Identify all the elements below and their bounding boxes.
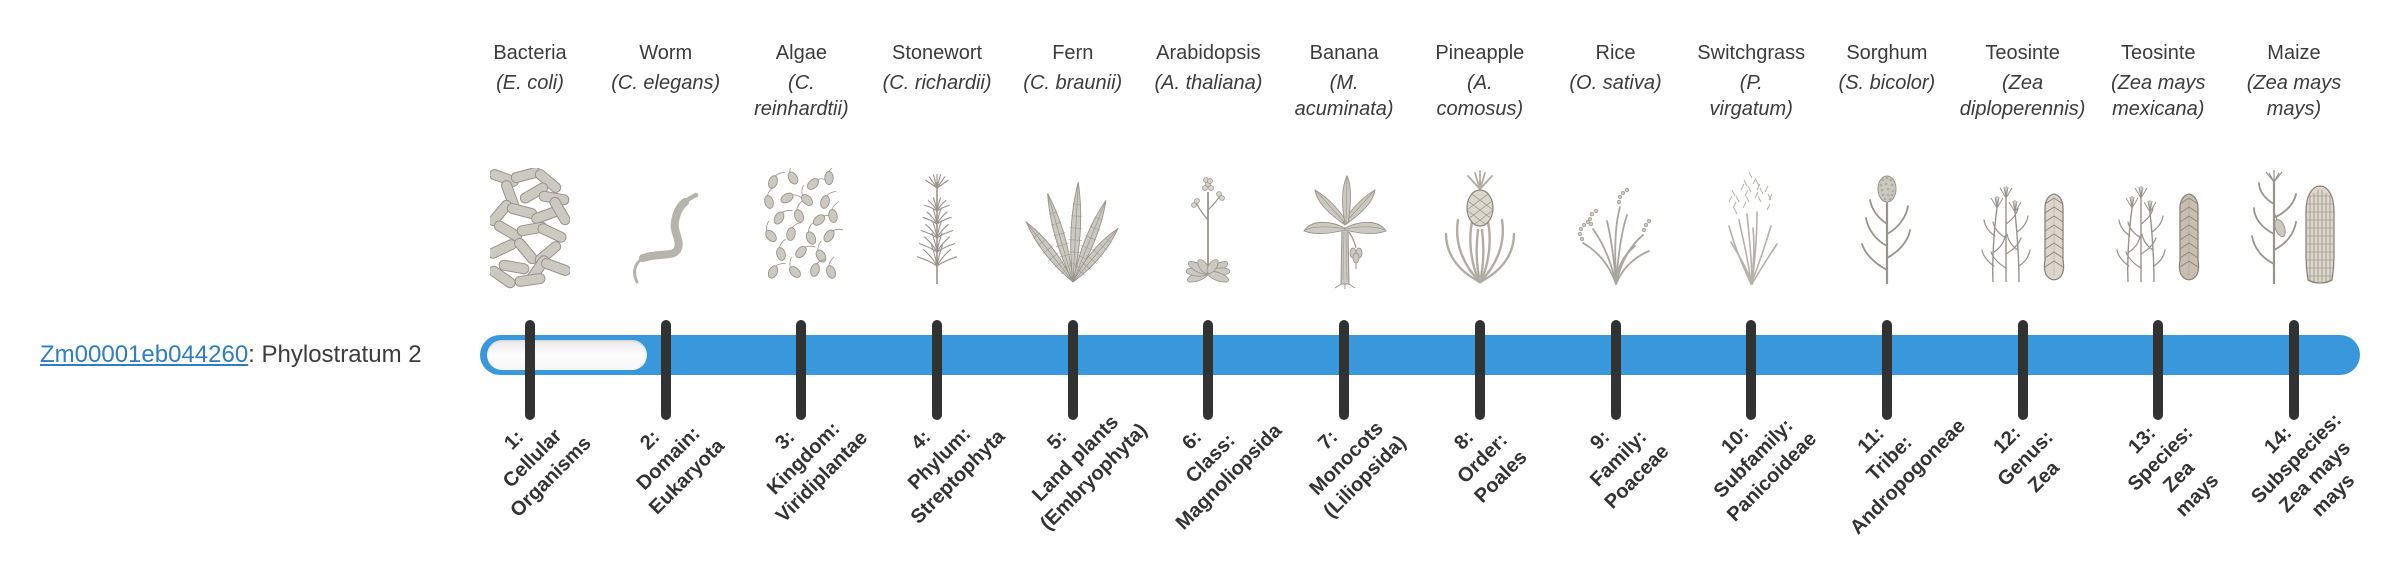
bar-start-segment [487, 340, 647, 370]
tick-mark [1339, 320, 1350, 420]
organism-name: Bacteria [493, 42, 567, 64]
tick-mark [2153, 320, 2164, 420]
switchgrass-icon [1696, 160, 1806, 290]
tick-mark [1610, 320, 1621, 420]
banana-icon [1289, 160, 1399, 290]
organism-name: Maize [2267, 42, 2321, 64]
organism-label: Teosinte (Zea mays mexicana) [2083, 38, 2233, 122]
organism-label: Rice (O. sativa) [1541, 38, 1691, 96]
gene-label: Zm00001eb044260: Phylostratum 2 [40, 340, 422, 370]
organism-species: (E. coli) [496, 72, 564, 94]
organism-name: Sorghum [1846, 42, 1928, 64]
tick-mark [660, 320, 671, 420]
organism-label: Algae (C. reinhardtii) [726, 38, 876, 122]
organism-name: Arabidopsis [1156, 42, 1261, 64]
teosinte-mexicana-icon [2103, 160, 2213, 290]
organism-species: (A. comosus) [1436, 72, 1524, 120]
organism-label: Switchgrass (P. virgatum) [1676, 38, 1826, 122]
organism-name: Algae [775, 42, 827, 64]
organism-label: Bacteria (E. coli) [455, 38, 605, 96]
tick-mark [1474, 320, 1485, 420]
organism-label: Fern (C. braunii) [998, 38, 1148, 96]
organism-species: (O. sativa) [1569, 72, 1662, 94]
organism-label: Teosinte (Zea diploperennis) [1948, 38, 2098, 122]
sorghum-icon [1832, 160, 1942, 290]
organism-label: Stonewort (C. richardii) [862, 38, 1012, 96]
organism-species: (P. virgatum) [1709, 72, 1793, 120]
maize-icon [2239, 160, 2349, 290]
organism-label: Sorghum (S. bicolor) [1812, 38, 1962, 96]
organism-label: Maize (Zea mays mays) [2219, 38, 2369, 122]
tick-mark [1067, 320, 1078, 420]
organism-species: (A. thaliana) [1154, 72, 1263, 94]
organism-label: Arabidopsis (A. thaliana) [1133, 38, 1283, 96]
pineapple-icon [1425, 160, 1535, 290]
organism-name: Fern [1052, 42, 1094, 64]
worm-icon [611, 160, 721, 290]
tick-mark [1203, 320, 1214, 420]
stonewort-icon [882, 160, 992, 290]
organism-name: Stonewort [892, 42, 983, 64]
arabidopsis-icon [1153, 160, 1263, 290]
organism-species: (Zea mays mays) [2246, 72, 2342, 120]
organism-name: Banana [1309, 42, 1379, 64]
organism-label: Banana (M. acuminata) [1269, 38, 1419, 122]
tick-mark [2017, 320, 2028, 420]
gene-phylostratum-text: : Phylostratum 2 [248, 341, 422, 368]
organism-species: (M. acuminata) [1294, 72, 1394, 120]
organism-species: (S. bicolor) [1838, 72, 1936, 94]
organism-name: Switchgrass [1697, 42, 1806, 64]
organism-name: Pineapple [1435, 42, 1525, 64]
tick-mark [525, 320, 535, 420]
gene-id-link[interactable]: Zm00001eb044260 [40, 341, 249, 368]
tick-mark [932, 320, 943, 420]
organism-name: Worm [639, 42, 693, 64]
phylostratum-bar [480, 335, 2360, 375]
organism-name: Teosinte [2121, 42, 2196, 64]
rice-icon [1561, 160, 1671, 290]
organism-species: (C. braunii) [1023, 72, 1123, 94]
tick-mark [796, 320, 807, 420]
teosinte-diploperennis-icon [1968, 160, 2078, 290]
organism-species: (C. richardii) [882, 72, 992, 94]
stratum-label: 14: Subspecies: Zea mays mays [2247, 409, 2360, 522]
organism-species: (C. reinhardtii) [754, 72, 849, 120]
algae-icon [746, 160, 856, 290]
tick-mark [1746, 320, 1757, 420]
organism-name: Rice [1595, 42, 1636, 64]
tick-mark [2288, 320, 2299, 420]
bacteria-icon [475, 160, 585, 290]
organism-name: Teosinte [1985, 42, 2060, 64]
organism-label: Pineapple (A. comosus) [1405, 38, 1555, 122]
organism-species: (Zea diploperennis) [1959, 72, 2086, 120]
organism-species: (Zea mays mexicana) [2111, 72, 2206, 120]
organism-species: (C. elegans) [611, 72, 721, 94]
organism-label: Worm (C. elegans) [591, 38, 741, 96]
fern-icon [1018, 160, 1128, 290]
tick-mark [1881, 320, 1892, 420]
